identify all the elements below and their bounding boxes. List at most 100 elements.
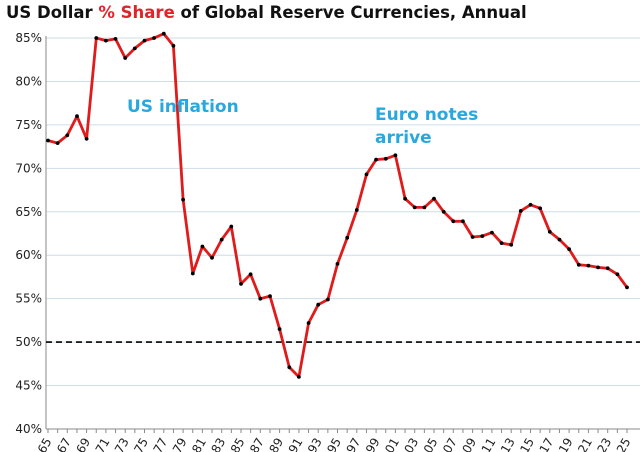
data-point (383, 156, 388, 161)
data-point (509, 242, 514, 247)
y-tick-label: 45% (15, 379, 42, 393)
x-tick-label: 01 (382, 436, 402, 452)
data-point (335, 262, 340, 266)
x-tick-label: 25 (614, 436, 634, 452)
data-point (65, 133, 70, 138)
x-tick-label: 21 (575, 436, 595, 452)
x-tick-label: 67 (54, 436, 74, 452)
data-point (46, 138, 50, 143)
x-tick-label: 13 (498, 436, 518, 452)
x-tick-label: 65 (35, 436, 55, 452)
y-axis-ticks: 40% 45% 50% 55% 60% 65% 70% 75% 80% 85% (15, 31, 42, 436)
data-point (306, 321, 311, 325)
data-point (596, 265, 600, 270)
data-point (142, 38, 147, 43)
x-tick-label: 97 (344, 436, 364, 452)
data-point (84, 136, 89, 141)
axes (45, 36, 640, 433)
data-point (422, 205, 427, 210)
y-tick-label: 60% (15, 248, 42, 262)
x-tick-label: 93 (305, 436, 325, 452)
data-point (567, 247, 571, 252)
data-point (586, 263, 591, 268)
data-point (528, 202, 533, 207)
data-point (625, 285, 629, 290)
data-point (229, 224, 234, 229)
data-point (132, 46, 137, 51)
annotation-2-line-1: Euro notes (375, 105, 478, 125)
data-point (326, 297, 330, 302)
data-point (345, 235, 350, 240)
data-point (451, 219, 456, 224)
data-point (161, 31, 166, 36)
chart-title-highlight: % Share (98, 3, 174, 22)
data-point (499, 241, 504, 246)
x-tick-label: 79 (170, 436, 190, 452)
data-point (258, 296, 263, 301)
x-tick-label: 05 (421, 436, 441, 452)
y-tick-label: 50% (15, 335, 42, 349)
data-point (248, 272, 253, 277)
data-point (538, 206, 542, 211)
data-point (605, 266, 610, 271)
data-point (210, 255, 214, 260)
x-tick-label: 03 (402, 436, 422, 452)
data-point (239, 282, 243, 286)
data-point (190, 271, 195, 276)
data-point (219, 237, 224, 242)
y-tick-label: 80% (15, 74, 42, 88)
data-point (181, 197, 186, 202)
data-point (152, 36, 157, 40)
data-point (287, 365, 292, 370)
x-tick-label: 11 (479, 436, 499, 452)
chart-title-part-1: US Dollar (6, 3, 98, 22)
y-tick-label: 65% (15, 205, 42, 219)
data-point (412, 205, 417, 210)
x-tick-label: 87 (247, 436, 267, 452)
x-tick-label: 99 (363, 436, 383, 452)
x-tick-label: 75 (131, 436, 151, 452)
data-point (104, 38, 108, 43)
series-group (46, 31, 629, 379)
x-tick-label: 73 (112, 436, 132, 452)
y-tick-label: 55% (15, 292, 42, 306)
x-tick-label: 81 (189, 436, 209, 452)
x-tick-label: 07 (440, 436, 460, 452)
data-point (354, 208, 359, 212)
x-tick-label: 89 (266, 436, 286, 452)
data-point (557, 237, 562, 242)
data-point (297, 375, 301, 379)
data-point (393, 153, 398, 158)
y-tick-label: 40% (15, 422, 42, 436)
data-point (403, 196, 407, 201)
data-point (316, 302, 321, 307)
series-line-1 (47, 32, 629, 379)
annotation-2-line-2: arrive (375, 128, 432, 148)
x-tick-label: 77 (151, 436, 171, 452)
data-point (277, 327, 282, 331)
data-point (470, 235, 475, 239)
x-tick-label: 09 (459, 436, 479, 452)
data-point (364, 172, 369, 177)
data-point (123, 56, 128, 60)
data-point (94, 36, 99, 40)
data-point (480, 234, 485, 239)
x-tick-label: 85 (228, 436, 248, 452)
x-tick-label: 19 (556, 436, 576, 452)
y-tick-label: 75% (15, 118, 42, 132)
data-point (171, 43, 176, 48)
annotations: US inflation Euro notes arrive (127, 97, 478, 148)
x-axis-ticks: 65 67 69 71 73 75 77 79 81 83 85 87 89 91 93 95 97 99 01 03… (35, 436, 634, 452)
data-point (518, 209, 523, 213)
x-tick-label: 17 (537, 436, 557, 452)
x-tick-label: 83 (209, 436, 229, 452)
data-point (75, 114, 79, 119)
x-tick-label: 23 (595, 436, 615, 452)
x-tick-label: 91 (286, 436, 306, 452)
data-point (113, 37, 118, 41)
data-point (490, 230, 494, 235)
chart-title-part-2: of Global Reserve Currencies, Annual (175, 3, 527, 22)
data-point (615, 272, 620, 277)
x-tick-label: 69 (73, 436, 93, 452)
